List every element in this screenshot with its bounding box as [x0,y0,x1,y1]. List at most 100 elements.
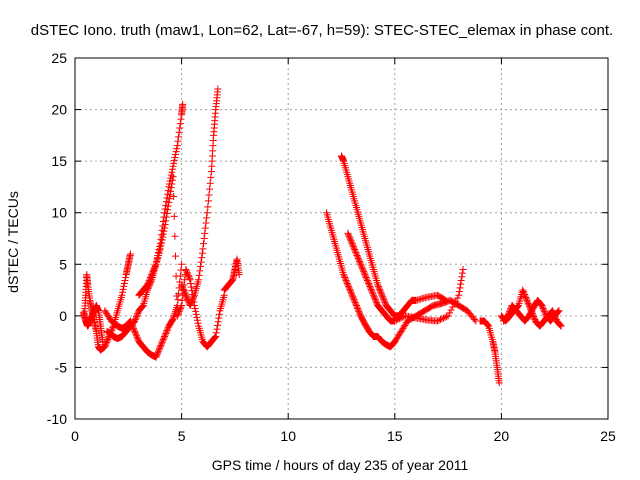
data-point [381,299,389,307]
data-point [193,316,201,324]
data-point [354,253,362,261]
data-point [352,248,360,256]
data-point [376,285,384,293]
data-point [435,316,443,324]
data-point [456,284,464,292]
data-point [537,300,545,308]
data-point [159,230,167,238]
data-point [176,304,184,312]
data-point [395,330,403,338]
data-point [363,275,371,283]
data-point [367,285,375,293]
data-point [344,229,352,237]
data-point [126,250,134,258]
data-point [192,310,200,318]
data-point [129,318,137,326]
data-point [455,291,463,299]
data-point [157,341,165,349]
data-point [557,322,565,330]
data-point [455,288,463,296]
x-tick-label: 10 [280,428,296,444]
data-point [374,282,382,290]
data-point [540,306,548,314]
data-point [521,292,529,300]
data-point [444,312,452,320]
data-point [554,307,562,315]
data-point [197,258,205,266]
data-point [206,185,214,193]
x-tick-label: 25 [600,428,616,444]
data-point [453,294,461,302]
points [80,85,565,387]
data-point [351,297,359,305]
data-point [397,314,405,322]
data-point [162,328,170,336]
data-point [139,302,147,310]
y-tick-label: 15 [51,153,67,169]
data-point [345,232,353,240]
data-point [172,272,180,280]
data-point [458,269,466,277]
data-point [152,353,160,361]
y-axis-label: dSTEC / TECUs [5,191,21,293]
data-point [366,284,374,292]
data-point [189,294,197,302]
data-point [103,337,111,345]
data-point [394,332,402,340]
data-point [343,279,351,287]
data-point [176,124,184,132]
data-point [164,206,172,214]
data-point [519,288,527,296]
data-point [170,159,178,167]
data-point [156,344,164,352]
data-point [157,239,165,247]
data-point [175,309,183,317]
data-point [443,313,451,321]
data-point [179,284,187,292]
data-point [173,312,181,320]
data-point [205,191,213,199]
data-point [132,330,140,338]
data-point [377,288,385,296]
data-point [353,251,361,259]
axis-ticks: 0 5 10 15 20 25 -10 -5 0 5 10 15 20 25 [47,50,616,444]
data-point [101,341,109,349]
data-point [145,276,153,284]
data-point [441,313,449,321]
data-point [214,318,222,326]
data-point [519,286,527,294]
y-tick-label: 25 [51,50,67,66]
data-point [154,349,162,357]
y-tick-label: 20 [51,102,67,118]
x-tick-label: 15 [387,428,403,444]
data-point [396,329,404,337]
data-point [352,302,360,310]
data-point [556,321,564,329]
data-point [365,281,373,289]
data-point [365,279,373,287]
data-point [505,309,513,317]
data-point [105,314,113,322]
data-point [142,282,150,290]
data-point [173,142,181,150]
data-point [175,128,183,136]
data-point [102,308,110,316]
data-point [159,335,167,343]
data-point [352,250,360,258]
data-point [101,343,109,351]
data-point [355,257,363,265]
data-point [160,227,168,235]
data-point [360,268,368,276]
data-point [438,315,446,323]
data-point [159,337,167,345]
data-point [351,246,359,254]
data-point [119,288,127,296]
data-point [168,168,176,176]
data-point [172,151,180,159]
data-point [201,224,209,232]
data-point [155,346,163,354]
data-point [161,332,169,340]
data-point [433,317,441,325]
data-point [170,156,178,164]
